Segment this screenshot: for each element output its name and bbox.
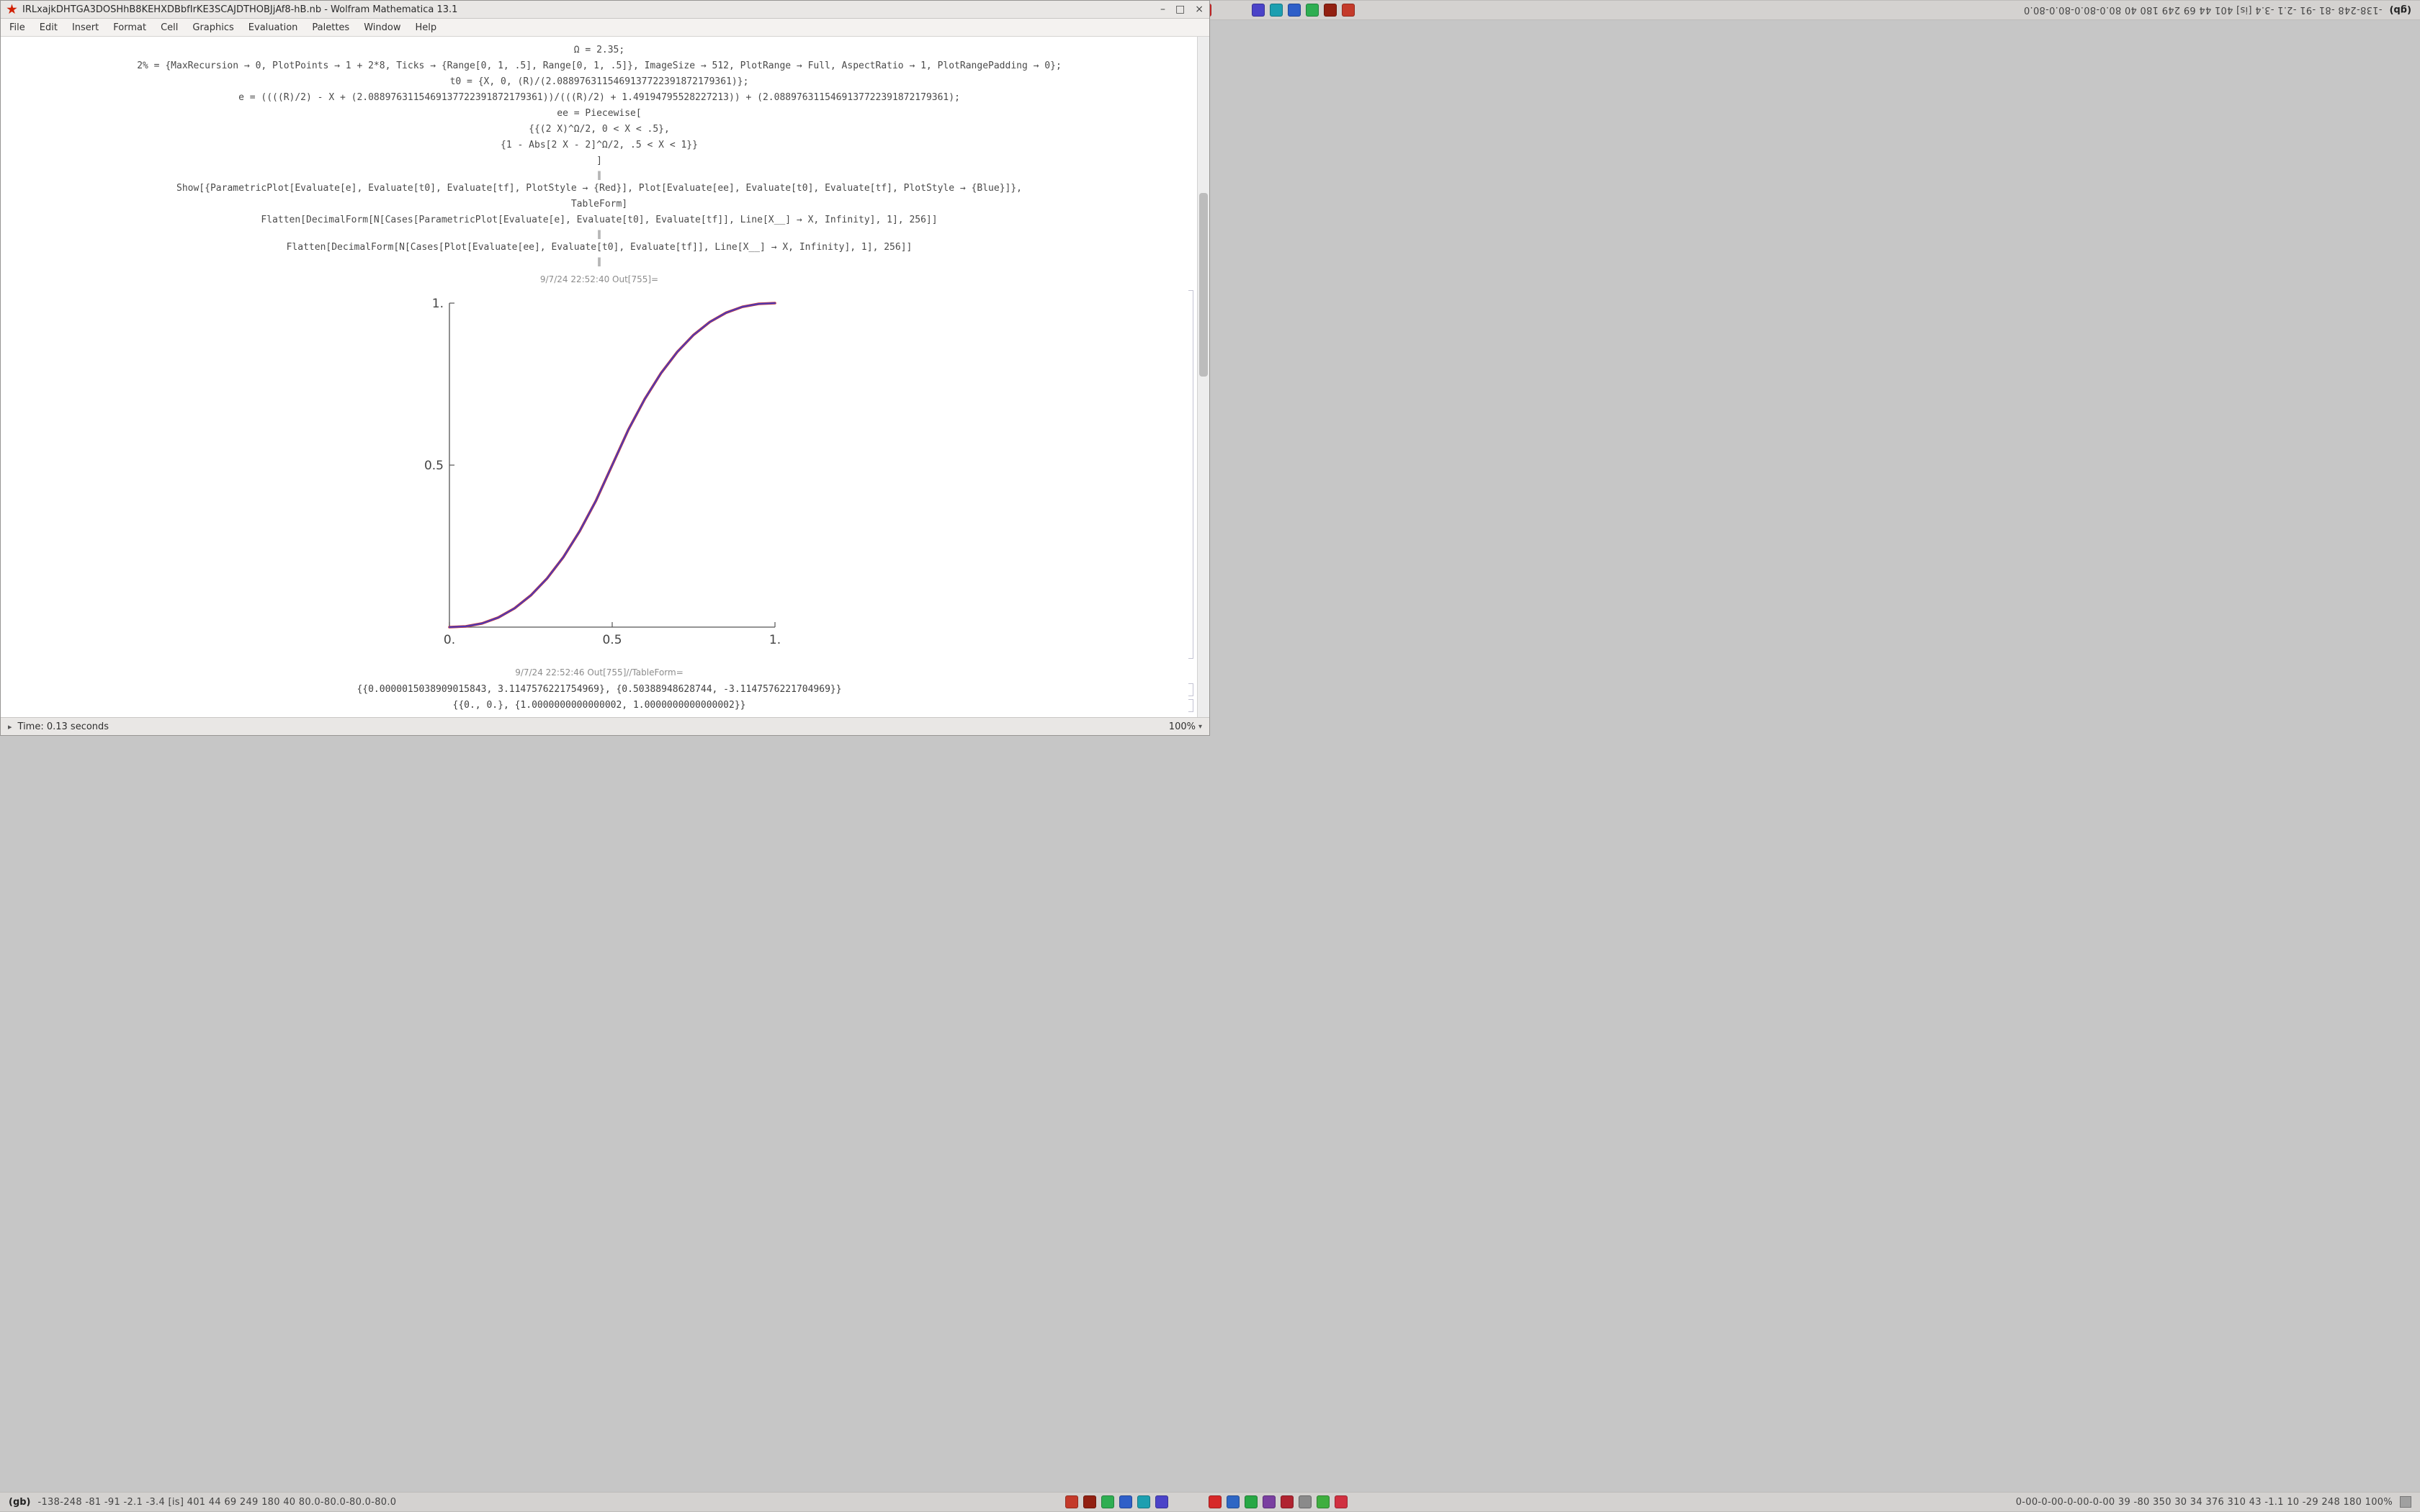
- menu-item-file[interactable]: File: [9, 22, 25, 33]
- window-title: IRLxajkDHTGA3DOSHhB8KEHXDBbfIrKE3SCAJDTH…: [22, 4, 458, 15]
- cell-separator: ‖: [597, 256, 601, 266]
- cell-separator: ‖: [597, 229, 601, 239]
- taskbar-app-icon-azure[interactable]: [1226, 1495, 1240, 1508]
- output-cell[interactable]: {{0., 0.}, {1.0000000000000002, 1.000000…: [18, 698, 1193, 714]
- taskbar-app-icon-darkred[interactable]: [1324, 4, 1337, 17]
- taskbar-app-icon-teal[interactable]: [1137, 1495, 1150, 1508]
- taskbar-app-icon-teal[interactable]: [1270, 4, 1283, 17]
- taskbar-app-icon-lime[interactable]: [1316, 1495, 1330, 1508]
- taskbar-app-icon-ruby[interactable]: [1334, 1495, 1348, 1508]
- menu-item-help[interactable]: Help: [415, 22, 437, 33]
- minimize-button[interactable]: –: [1160, 4, 1166, 15]
- vertical-scrollbar[interactable]: [1197, 37, 1209, 717]
- taskbar-app-icon-gray[interactable]: [1298, 1495, 1312, 1508]
- input-cell[interactable]: TableForm]: [18, 197, 1180, 212]
- input-cell[interactable]: t0 = {X, 0, (R)/(2.088976311546913772239…: [18, 74, 1180, 90]
- menu-item-edit[interactable]: Edit: [39, 22, 58, 33]
- cell-stack: Ω = 2.35;2% = {MaxRecursion → 0, PlotPoi…: [18, 42, 1193, 714]
- out-label: 9/7/24 22:52:40 Out[755]=: [539, 274, 659, 284]
- taskbar-app-icon-violet[interactable]: [1262, 1495, 1276, 1508]
- cell-separator: ‖: [597, 170, 601, 180]
- input-cell[interactable]: Flatten[DecimalForm[N[Cases[Plot[Evaluat…: [18, 240, 1180, 256]
- input-cell[interactable]: Show[{ParametricPlot[Evaluate[e], Evalua…: [18, 181, 1180, 197]
- svg-text:1.: 1.: [769, 633, 781, 647]
- maximize-button[interactable]: □: [1175, 4, 1186, 15]
- svg-text:1.: 1.: [432, 297, 444, 311]
- tray-icon[interactable]: [2400, 1496, 2411, 1508]
- plot-svg: 0. 0.5 1. 0.5 1.: [424, 297, 781, 647]
- input-cell[interactable]: {{(2 X)^Ω/2, 0 < X < .5},: [18, 122, 1180, 138]
- status-time-text: Time: 0.13 seconds: [17, 721, 109, 732]
- taskbar-icon-group: [1208, 1495, 1348, 1508]
- svg-text:0.5: 0.5: [602, 633, 622, 647]
- menu-bar: File Edit Insert Format Cell Graphics Evaluati…: [1, 19, 1209, 37]
- window-titlebar[interactable]: IRLxajkDHTGA3DOSHhB8KEHXDBbfIrKE3SCAJDTH…: [1, 1, 1209, 19]
- taskbar-app-icon-darkred[interactable]: [1083, 1495, 1096, 1508]
- taskbar-app-icon-red[interactable]: [1342, 4, 1355, 17]
- out-label: 9/7/24 22:52:46 Out[755]//TableForm=: [515, 667, 684, 678]
- menu-item-graphics[interactable]: Graphics: [192, 22, 234, 33]
- taskbar-app-icon-blue[interactable]: [1119, 1495, 1132, 1508]
- zoom-dropdown-icon[interactable]: ▾: [1198, 722, 1202, 731]
- taskbar-right-stats: 0-00-0-00-0-00-0-00 39 -80 350 30 34 376…: [2015, 1496, 2393, 1508]
- workspace-indicator[interactable]: (gb): [2389, 4, 2412, 16]
- svg-text:0.5: 0.5: [424, 459, 444, 473]
- menu-item-format[interactable]: Format: [113, 22, 147, 33]
- menu-item-evaluation[interactable]: Evaluation: [248, 22, 298, 33]
- taskbar-app-icon-scarlet[interactable]: [1208, 1495, 1222, 1508]
- taskbar-app-icon-blue[interactable]: [1288, 4, 1301, 17]
- input-cell[interactable]: ee = Piecewise[: [18, 106, 1180, 122]
- input-cell[interactable]: ]: [18, 153, 1180, 169]
- taskbar-app-icon-emerald[interactable]: [1244, 1495, 1258, 1508]
- zoom-control[interactable]: 100% ▾: [1169, 721, 1202, 732]
- input-cell[interactable]: e = ((((R)/2) - X + (2.08897631154691377…: [18, 90, 1180, 106]
- menu-item-palettes[interactable]: Palettes: [312, 22, 350, 33]
- menu-item-cell[interactable]: Cell: [161, 22, 179, 33]
- taskbar-app-icon-indigo[interactable]: [1155, 1495, 1168, 1508]
- output-plot[interactable]: 0. 0.5 1. 0.5 1.: [18, 289, 1193, 660]
- taskbar-app-icon-crimson[interactable]: [1280, 1495, 1294, 1508]
- mathematica-icon: [6, 4, 17, 14]
- input-cell[interactable]: 2% = {MaxRecursion → 0, PlotPoints → 1 +…: [18, 58, 1180, 74]
- notebook-window-bottom-right: IRLxajkDHTGA3DOSHhB8KEHXDBbfIrKE3SCAJDTH…: [0, 0, 1210, 736]
- status-bar: ▸ Time: 0.13 seconds 100% ▾: [1, 717, 1209, 735]
- taskbar-left-stats: -138-248 -81 -91 -2.1 -3.4 [is] 401 44 6…: [37, 1496, 397, 1508]
- taskbar-app-icons: [1065, 1495, 1348, 1508]
- taskbar-app-icon-red[interactable]: [1065, 1495, 1078, 1508]
- zoom-value[interactable]: 100%: [1168, 721, 1196, 732]
- input-cell[interactable]: {1 - Abs[2 X - 2]^Ω/2, .5 < X < 1}}: [18, 138, 1180, 153]
- menu-item-window[interactable]: Window: [364, 22, 401, 33]
- workspace-indicator[interactable]: (gb): [9, 1496, 31, 1508]
- taskbar-icon-group: [1065, 1495, 1168, 1508]
- taskbar-app-icon-green[interactable]: [1101, 1495, 1114, 1508]
- menu-item-insert[interactable]: Insert: [71, 22, 99, 33]
- output-cell[interactable]: {{0.0000015038909015843, 3.1147576221754…: [18, 682, 1193, 698]
- input-cell[interactable]: Flatten[DecimalForm[N[Cases[ParametricPl…: [18, 212, 1180, 228]
- input-cell[interactable]: Ω = 2.35;: [18, 42, 1180, 58]
- status-expander-icon[interactable]: ▸: [8, 721, 12, 732]
- taskbar-app-icon-green[interactable]: [1306, 4, 1319, 17]
- taskbar-icon-group: [1252, 4, 1355, 17]
- scrollbar-thumb[interactable]: [1199, 193, 1208, 377]
- taskbar-left-stats: -138-248 -81 -91 -2.1 -3.4 [is] 401 44 6…: [2023, 4, 2383, 16]
- taskbar-bottom: (gb) -138-248 -81 -91 -2.1 -3.4 [is] 401…: [0, 1492, 2420, 1512]
- close-button[interactable]: ×: [1195, 4, 1204, 15]
- svg-text:0.: 0.: [444, 633, 455, 647]
- notebook-content: Ω = 2.35;2% = {MaxRecursion → 0, PlotPoi…: [1, 37, 1209, 717]
- taskbar-app-icon-indigo[interactable]: [1252, 4, 1265, 17]
